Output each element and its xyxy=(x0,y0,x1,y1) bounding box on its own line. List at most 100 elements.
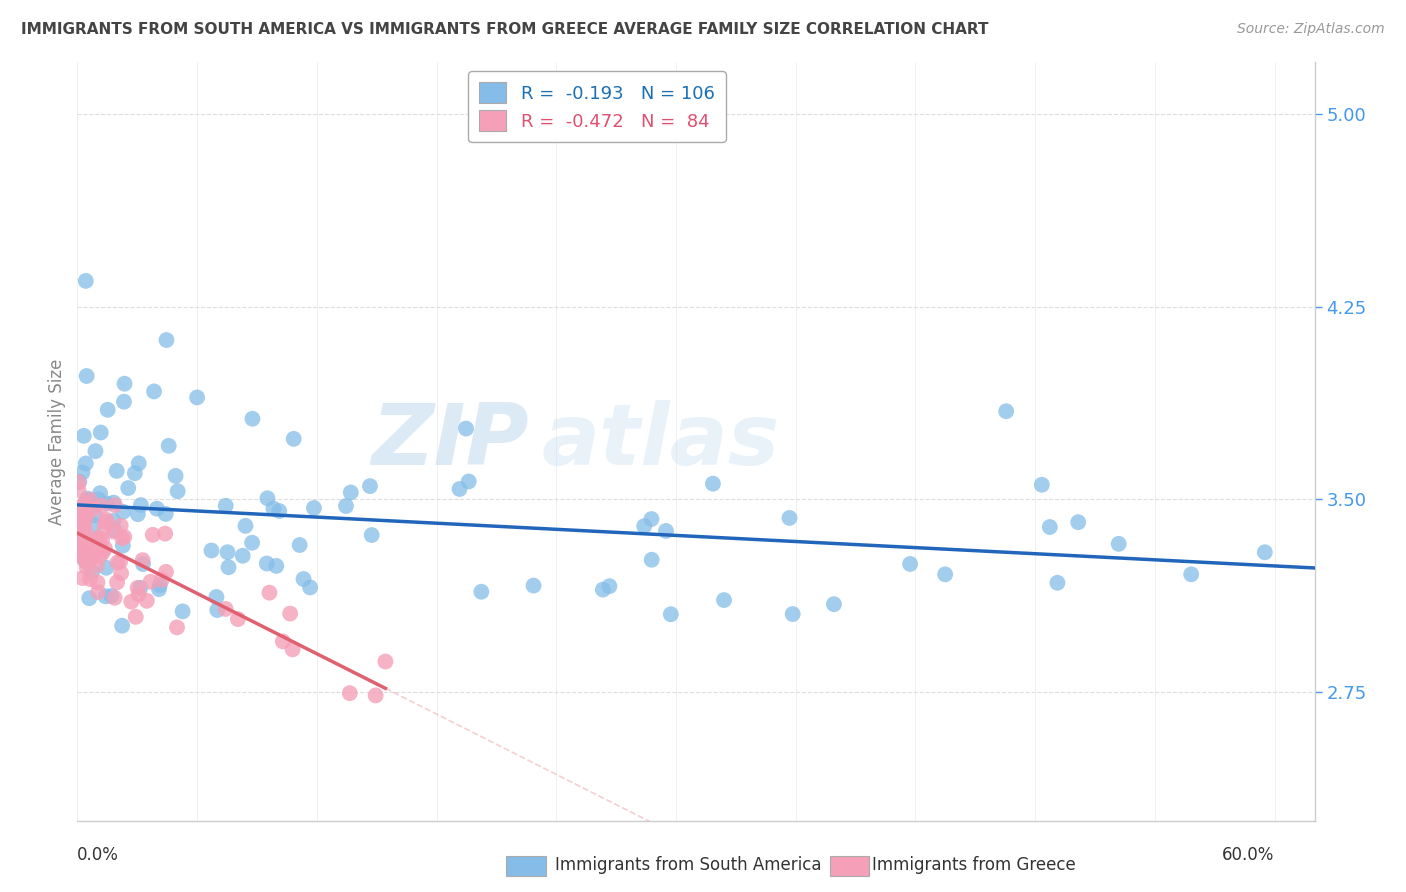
Point xyxy=(240,535,263,549)
Point xyxy=(135,594,157,608)
Point xyxy=(87,492,110,507)
Point xyxy=(166,620,188,634)
Point xyxy=(97,402,120,417)
Point xyxy=(218,560,240,574)
Point xyxy=(449,482,471,496)
Point xyxy=(103,495,125,509)
Point xyxy=(75,555,97,569)
Point xyxy=(779,511,801,525)
Point xyxy=(457,475,479,489)
Point xyxy=(242,411,264,425)
Point xyxy=(288,538,311,552)
Point xyxy=(823,597,845,611)
Point xyxy=(165,469,187,483)
Point xyxy=(149,578,172,592)
Point xyxy=(129,498,152,512)
Point xyxy=(207,603,229,617)
Point xyxy=(702,476,724,491)
Point xyxy=(128,587,150,601)
Point xyxy=(128,456,150,470)
Point xyxy=(139,574,162,589)
Point xyxy=(91,545,114,559)
Point xyxy=(87,585,110,599)
Point xyxy=(934,567,956,582)
Legend: R =  -0.193   N = 106, R =  -0.472   N =  84: R = -0.193 N = 106, R = -0.472 N = 84 xyxy=(468,71,725,142)
Point xyxy=(107,556,129,570)
Point xyxy=(103,514,125,528)
Point xyxy=(69,510,91,524)
Point xyxy=(299,581,322,595)
Point xyxy=(69,509,91,524)
Point xyxy=(112,505,135,519)
Point xyxy=(69,546,91,560)
Point xyxy=(76,369,98,384)
Point xyxy=(108,555,131,569)
Point xyxy=(111,539,134,553)
Point xyxy=(104,591,127,605)
Point xyxy=(1067,515,1090,529)
Point xyxy=(124,466,146,480)
Point xyxy=(86,575,108,590)
Point xyxy=(70,510,93,524)
Text: 0.0%: 0.0% xyxy=(77,846,120,863)
Point xyxy=(73,521,96,535)
Point xyxy=(103,524,125,539)
Point xyxy=(73,553,96,567)
Point xyxy=(76,549,98,564)
Point xyxy=(278,607,301,621)
Point xyxy=(67,527,90,541)
Point xyxy=(1254,545,1277,559)
Point xyxy=(655,524,678,538)
Point xyxy=(117,481,139,495)
Point xyxy=(271,634,294,648)
Point xyxy=(269,504,291,518)
Point xyxy=(111,618,134,632)
Point xyxy=(75,503,97,517)
Point xyxy=(84,508,107,523)
Point xyxy=(186,391,208,405)
Point xyxy=(360,528,382,542)
Point xyxy=(454,421,477,435)
Point xyxy=(83,517,105,532)
Point xyxy=(77,493,100,508)
Point xyxy=(166,484,188,499)
Point xyxy=(79,553,101,567)
Point xyxy=(640,512,662,526)
Point xyxy=(82,565,104,579)
Point xyxy=(96,497,118,511)
Point xyxy=(256,557,278,571)
Point xyxy=(142,528,165,542)
Point xyxy=(72,466,94,480)
Point xyxy=(84,444,107,458)
Point xyxy=(659,607,682,622)
Point xyxy=(104,498,127,512)
Point xyxy=(73,429,96,443)
Point xyxy=(96,513,118,527)
Point xyxy=(782,607,804,621)
Point xyxy=(83,502,105,516)
Point xyxy=(150,573,173,587)
Point xyxy=(153,526,176,541)
Point xyxy=(75,457,97,471)
Point xyxy=(72,571,94,585)
Point xyxy=(79,572,101,586)
Point xyxy=(110,566,132,581)
Text: Immigrants from Greece: Immigrants from Greece xyxy=(872,856,1076,874)
Point xyxy=(155,333,177,347)
Point xyxy=(69,538,91,552)
Point xyxy=(256,491,278,506)
Point xyxy=(67,475,90,490)
Point xyxy=(90,425,112,440)
Point xyxy=(232,549,254,563)
Point xyxy=(1108,537,1130,551)
Point xyxy=(76,491,98,506)
Point xyxy=(898,557,921,571)
Point xyxy=(995,404,1018,418)
Point xyxy=(262,501,284,516)
Point xyxy=(89,540,111,554)
Point xyxy=(67,523,90,537)
Point xyxy=(1039,520,1062,534)
Point xyxy=(89,549,111,564)
Point xyxy=(69,519,91,533)
Point xyxy=(67,529,90,543)
